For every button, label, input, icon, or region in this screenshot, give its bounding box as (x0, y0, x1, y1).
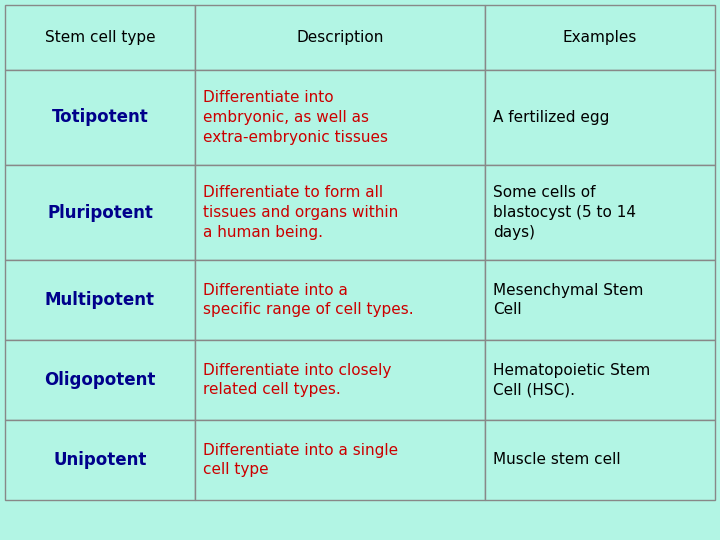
Text: Oligopotent: Oligopotent (45, 371, 156, 389)
Text: Unipotent: Unipotent (53, 451, 147, 469)
Bar (485, 165, 715, 260)
Bar (195, 165, 485, 260)
Text: Multipotent: Multipotent (45, 291, 155, 309)
Text: Pluripotent: Pluripotent (47, 204, 153, 221)
Text: Description: Description (297, 30, 384, 45)
Text: Differentiate into a single
cell type: Differentiate into a single cell type (203, 443, 398, 477)
Text: Hematopoietic Stem
Cell (HSC).: Hematopoietic Stem Cell (HSC). (493, 362, 650, 397)
Text: Muscle stem cell: Muscle stem cell (493, 453, 621, 468)
Text: Differentiate into
embryonic, as well as
extra-embryonic tissues: Differentiate into embryonic, as well as… (203, 90, 388, 145)
Text: Mesenchymal Stem
Cell: Mesenchymal Stem Cell (493, 282, 644, 318)
Bar (195, 70, 485, 165)
Bar (485, 420, 715, 500)
Bar (5, 420, 195, 500)
Bar (485, 260, 715, 340)
Bar (195, 420, 485, 500)
Text: Differentiate into a
specific range of cell types.: Differentiate into a specific range of c… (203, 282, 413, 318)
Bar (5, 165, 195, 260)
Text: Differentiate into closely
related cell types.: Differentiate into closely related cell … (203, 362, 392, 397)
Text: Stem cell type: Stem cell type (45, 30, 156, 45)
Bar (485, 70, 715, 165)
Text: Differentiate to form all
tissues and organs within
a human being.: Differentiate to form all tissues and or… (203, 185, 398, 240)
Bar (195, 5, 485, 70)
Text: Some cells of
blastocyst (5 to 14
days): Some cells of blastocyst (5 to 14 days) (493, 185, 636, 240)
Bar (5, 260, 195, 340)
Text: Totipotent: Totipotent (52, 109, 148, 126)
Bar (485, 340, 715, 420)
Bar (485, 5, 715, 70)
Text: A fertilized egg: A fertilized egg (493, 110, 609, 125)
Bar (195, 260, 485, 340)
Bar (5, 340, 195, 420)
Bar (5, 70, 195, 165)
Bar (5, 5, 195, 70)
Text: Examples: Examples (563, 30, 637, 45)
Bar (195, 340, 485, 420)
